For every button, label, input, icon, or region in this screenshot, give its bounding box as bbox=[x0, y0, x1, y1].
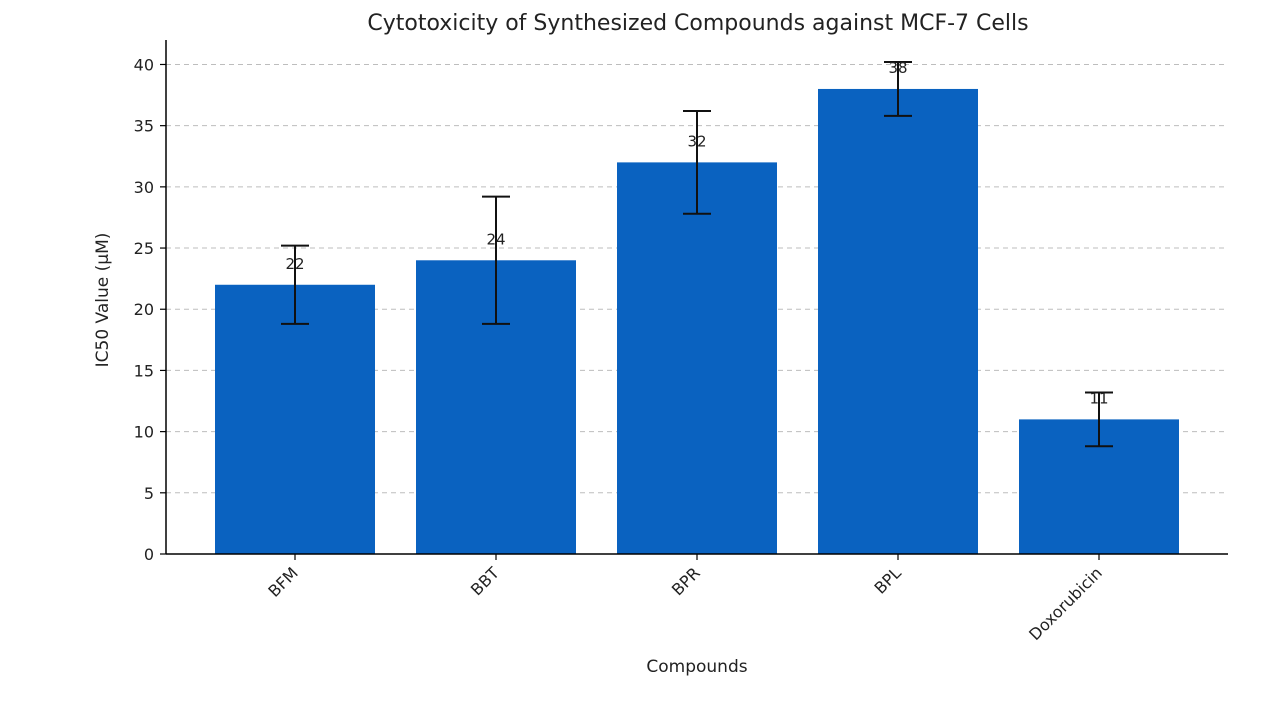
data-label: 11 bbox=[1089, 389, 1108, 407]
y-tick-labels: 0 5 10 15 20 25 30 35 40 bbox=[134, 55, 154, 564]
data-label: 38 bbox=[888, 59, 907, 77]
y-tick-label: 40 bbox=[134, 55, 154, 74]
y-tick-label: 35 bbox=[134, 117, 154, 136]
y-tick-label: 10 bbox=[134, 423, 154, 442]
y-tick-label: 20 bbox=[134, 300, 154, 319]
y-axis-label: IC50 Value (µM) bbox=[93, 233, 113, 368]
x-tick-label: BBT bbox=[467, 563, 503, 599]
x-axis-label: Compounds bbox=[646, 657, 747, 677]
y-tick-label: 30 bbox=[134, 178, 154, 197]
x-tick-labels: BFM BBT BPR BPL Doxorubicin bbox=[264, 563, 1105, 644]
bar bbox=[818, 88, 978, 554]
x-tick-label: BPL bbox=[871, 563, 905, 597]
x-tick-label: BPR bbox=[668, 563, 704, 599]
y-tick-label: 15 bbox=[134, 361, 154, 380]
data-label: 22 bbox=[285, 255, 304, 273]
chart-title: Cytotoxicity of Synthesized Compounds ag… bbox=[367, 11, 1028, 36]
axes bbox=[160, 40, 1228, 560]
bar bbox=[215, 284, 375, 554]
bar bbox=[617, 162, 777, 554]
x-tick-label: BFM bbox=[264, 563, 301, 600]
error-bars bbox=[281, 61, 1113, 448]
y-tick-label: 0 bbox=[144, 545, 154, 564]
y-tick-label: 25 bbox=[134, 239, 154, 258]
bars bbox=[215, 88, 1179, 554]
data-labels: 22 24 32 38 11 bbox=[285, 59, 1108, 407]
data-label: 24 bbox=[486, 230, 505, 248]
x-tick-label: Doxorubicin bbox=[1025, 563, 1106, 644]
y-tick-label: 5 bbox=[144, 484, 154, 503]
data-label: 32 bbox=[687, 132, 706, 150]
